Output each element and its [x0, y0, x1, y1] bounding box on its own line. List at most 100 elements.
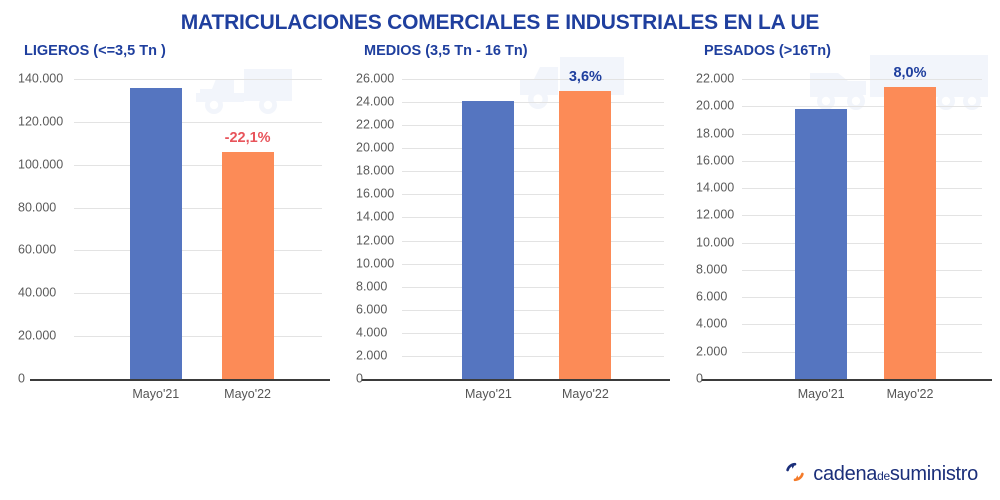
y-axis-tick-label: 80.000	[18, 200, 57, 215]
y-axis-tick-label: 4.000	[696, 316, 728, 331]
y-axis-tick-label: 12.000	[356, 233, 395, 248]
bar-mayo22[interactable]	[221, 152, 274, 379]
bars-pesados: Mayo'21 Mayo'22	[694, 65, 1000, 401]
bar-mayo21[interactable]	[795, 109, 848, 379]
y-axis-tick-label: 16.000	[696, 153, 735, 168]
y-axis-tick-label: 18.000	[356, 163, 395, 178]
y-axis-tick-label: 14.000	[696, 180, 735, 195]
brand-name: cadena	[813, 463, 878, 485]
chart-panel-ligeros: LIGEROS (<=3,5 Tn ) 140.000 120.000 100.00…	[0, 36, 340, 436]
y-axis-tick-label: 22.000	[696, 71, 735, 86]
gridline	[742, 188, 982, 190]
y-axis-tick-label: 0	[18, 371, 25, 386]
gridline	[742, 269, 982, 271]
y-axis-tick-label: 6.000	[356, 302, 388, 317]
plot-area-medios: 26.000 24.000 22.000 20.000 18.000 16.000 14.0…	[354, 57, 680, 401]
bar-mayo22[interactable]	[559, 90, 612, 379]
bar-mayo22[interactable]	[884, 87, 936, 379]
y-axis-tick-label: 24.000	[356, 94, 395, 109]
bars-ligeros: Mayo'21 Mayo'22	[14, 65, 340, 401]
gridline	[402, 286, 664, 288]
y-axis-tick-label: 60.000	[18, 242, 57, 257]
y-axis-tick-label: 26.000	[356, 71, 395, 86]
variation-percentage-label: -22,1%	[224, 130, 271, 147]
y-axis-tick-label: 2.000	[696, 344, 728, 359]
gridline	[74, 79, 322, 80]
x-axis-category-label: Mayo'21	[465, 387, 512, 401]
y-axis-tick-label: 22.000	[356, 117, 395, 132]
charts-row: LIGEROS (<=3,5 Tn ) 140.000 120.000 100.00…	[0, 36, 1000, 436]
gridline	[742, 324, 982, 326]
bars-medios: Mayo'21 Mayo'22	[354, 65, 680, 401]
gridline	[742, 160, 982, 162]
x-axis-pesados	[702, 379, 992, 381]
gridline	[742, 351, 982, 353]
y-axis-tick-label: 140.000	[18, 71, 64, 86]
bar-mayo21[interactable]	[462, 100, 515, 379]
y-axis-tick-label: 20.000	[696, 98, 735, 113]
chart-panel-pesados: PESADOS (>16Tn) 22.000 20.000 18.000 1	[680, 36, 1000, 436]
bar-mayo21[interactable]	[129, 87, 182, 379]
chart-title-ligeros: LIGEROS (<=3,5 Tn )	[24, 43, 166, 59]
variation-percentage-label: 3,6%	[568, 68, 602, 85]
gridline	[74, 293, 322, 295]
gridline	[74, 250, 322, 252]
gridline	[74, 336, 322, 338]
gridline	[402, 217, 664, 219]
y-axis-tick-label: 40.000	[18, 285, 57, 300]
y-axis-tick-label: 10.000	[696, 235, 735, 250]
gridline	[402, 148, 664, 150]
page-title: MATRICULACIONES COMERCIALES E INDUSTRIAL…	[180, 11, 820, 34]
brand-connector: de	[877, 469, 890, 483]
brand-logo-text: cadenadesuministro	[813, 463, 978, 486]
y-axis-tick-label: 4.000	[356, 325, 388, 340]
gridline	[742, 215, 982, 217]
y-axis-tick-label: 10.000	[356, 256, 395, 271]
gridline	[742, 79, 982, 80]
gridline	[402, 332, 664, 334]
circular-arrow-icon	[784, 461, 806, 488]
y-axis-tick-label: 120.000	[18, 114, 64, 129]
gridline	[402, 355, 664, 357]
gridline	[74, 207, 322, 209]
y-axis-tick-label: 12.000	[696, 207, 735, 222]
gridlines-ligeros: 140.000 120.000 100.000 80.000 60.000 40.000 2…	[14, 65, 340, 395]
gridline	[402, 309, 664, 311]
y-axis-tick-label: 0	[696, 371, 703, 386]
x-axis-category-label: Mayo'22	[561, 387, 609, 401]
y-axis-tick-label: 0	[356, 371, 363, 386]
x-axis-category-label: Mayo'21	[797, 387, 845, 401]
x-axis-medios	[362, 379, 670, 381]
plot-area-ligeros: 140.000 120.000 100.000 80.000 60.000 40.000 2…	[14, 65, 340, 401]
y-axis-tick-label: 16.000	[356, 186, 395, 201]
gridline	[74, 164, 322, 166]
x-axis-category-label: Mayo'21	[132, 387, 180, 401]
y-axis-tick-label: 2.000	[356, 348, 388, 363]
gridlines-pesados: 22.000 20.000 18.000 16.000 14.000 12.000 10.0…	[694, 65, 1000, 395]
x-axis-category-label: Mayo'22	[224, 387, 272, 401]
gridline	[402, 171, 664, 173]
y-axis-tick-label: 18.000	[696, 126, 735, 141]
chart-title-pesados: PESADOS (>16Tn)	[704, 43, 831, 59]
variation-percentage-label: 8,0%	[893, 65, 927, 82]
y-axis-tick-label: 8.000	[356, 279, 388, 294]
x-axis-category-label: Mayo'22	[886, 387, 934, 401]
brand-logo: cadenadesuministro	[784, 461, 978, 488]
gridline	[402, 240, 664, 242]
y-axis-tick-label: 100.000	[18, 157, 64, 172]
gridline	[742, 297, 982, 299]
gridline	[74, 121, 322, 123]
chart-panel-medios: MEDIOS (3,5 Tn - 16 Tn) 26.000 24.000 22.0…	[340, 36, 680, 436]
y-axis-tick-label: 6.000	[696, 289, 728, 304]
gridline	[402, 125, 664, 127]
gridline	[742, 242, 982, 244]
brand-suffix: suministro	[889, 463, 978, 485]
y-axis-tick-label: 20.000	[356, 140, 395, 155]
y-axis-tick-label: 20.000	[18, 328, 57, 343]
chart-title-medios: MEDIOS (3,5 Tn - 16 Tn)	[364, 43, 528, 59]
plot-area-pesados: 22.000 20.000 18.000 16.000 14.000 12.000 10.0…	[694, 55, 1000, 401]
gridline	[742, 133, 982, 135]
y-axis-tick-label: 14.000	[356, 209, 395, 224]
y-axis-tick-label: 8.000	[696, 262, 728, 277]
gridline	[402, 263, 664, 265]
